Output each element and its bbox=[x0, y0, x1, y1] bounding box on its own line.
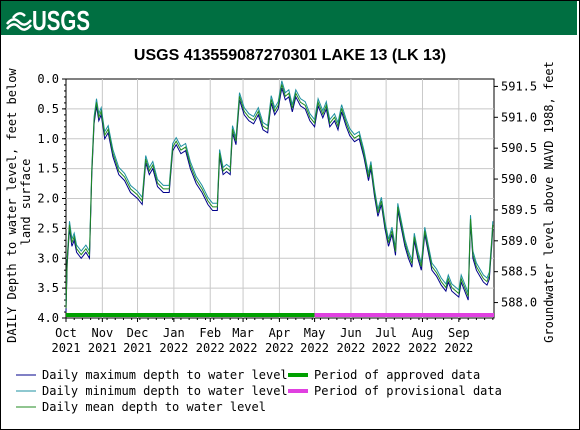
x-tick-label-month: Oct bbox=[55, 326, 77, 340]
y-right-tick-label: 589.0 bbox=[501, 234, 537, 248]
x-tick-label-month: Aug bbox=[412, 326, 434, 340]
x-tick-label-year: 2022 bbox=[300, 341, 329, 355]
x-tick-label-year: 2022 bbox=[408, 341, 437, 355]
x-tick-label-month: Dec bbox=[127, 326, 149, 340]
y-left-tick-label: 3.0 bbox=[37, 251, 59, 265]
usgs-logo bbox=[6, 12, 32, 31]
x-tick-label-month: Jan bbox=[163, 326, 185, 340]
x-tick-label-month: Apr bbox=[269, 326, 291, 340]
legend-label-1: Daily minimum depth to water level bbox=[42, 384, 288, 398]
x-tick-label-year: 2022 bbox=[336, 341, 365, 355]
y-left-tick-label: 0.0 bbox=[37, 72, 59, 86]
x-tick-label-year: 2022 bbox=[229, 341, 258, 355]
legend-label-0: Daily maximum depth to water level bbox=[42, 368, 288, 382]
y-right-tick-label: 591.0 bbox=[501, 110, 537, 124]
series-line-2 bbox=[65, 84, 494, 309]
y-axis-left-label: DAILY Depth to water level, feet below l… bbox=[5, 61, 33, 343]
x-tick-label-year: 2022 bbox=[265, 341, 294, 355]
chart-title: USGS 413559087270301 LAKE 13 (LK 13) bbox=[134, 47, 446, 64]
y-left-tick-label: 0.5 bbox=[37, 102, 59, 116]
legend-label-3: Period of approved data bbox=[314, 368, 480, 382]
x-tick-label-year: 2021 bbox=[88, 341, 117, 355]
legend-label-4: Period of provisional data bbox=[314, 384, 502, 398]
y-left-tick-label: 3.5 bbox=[37, 281, 59, 295]
y-right-tick-label: 589.5 bbox=[501, 203, 537, 217]
y-right-tick-label: 588.0 bbox=[501, 296, 537, 310]
y-right-tick-label: 588.5 bbox=[501, 265, 537, 279]
series-line-1 bbox=[65, 80, 494, 305]
x-tick-label-year: 2022 bbox=[444, 341, 473, 355]
x-tick-label-month: Nov bbox=[92, 326, 114, 340]
x-tick-label-month: Jun bbox=[340, 326, 362, 340]
y-left-tick-label: 2.5 bbox=[37, 221, 59, 235]
x-tick-label-year: 2021 bbox=[52, 341, 81, 355]
x-tick-label-year: 2021 bbox=[123, 341, 152, 355]
series-line-0 bbox=[65, 87, 494, 313]
legend-label-2: Daily mean depth to water level bbox=[42, 400, 266, 414]
logo-text: USGS bbox=[32, 5, 90, 36]
x-tick-label-month: Sep bbox=[448, 326, 470, 340]
x-tick-label-year: 2022 bbox=[159, 341, 188, 355]
y-axis-right-label: Groundwater level above NAVD 1988, feet bbox=[542, 61, 556, 343]
x-tick-label-year: 2022 bbox=[372, 341, 401, 355]
legend: Daily maximum depth to water level Daily … bbox=[16, 368, 502, 414]
y-axis-left-label-line1: DAILY Depth to water level, feet below bbox=[5, 68, 19, 343]
y-left-tick-label: 2.0 bbox=[37, 192, 59, 206]
x-tick-label-year: 2022 bbox=[196, 341, 225, 355]
plot-area: Oct2021Nov2021Dec2021Jan2022Feb2022Mar20… bbox=[37, 72, 537, 355]
x-tick-label-month: May bbox=[304, 326, 326, 340]
y-right-tick-label: 590.5 bbox=[501, 141, 537, 155]
x-tick-label-month: Feb bbox=[199, 326, 221, 340]
y-left-tick-label: 1.0 bbox=[37, 132, 59, 146]
usgs-banner bbox=[1, 1, 577, 35]
y-left-tick-label: 4.0 bbox=[37, 311, 59, 325]
y-right-tick-label: 591.5 bbox=[501, 79, 537, 93]
y-left-tick-label: 1.5 bbox=[37, 162, 59, 176]
x-tick-label-month: Mar bbox=[232, 326, 254, 340]
x-tick-label-month: Jul bbox=[375, 326, 397, 340]
y-right-tick-label: 590.0 bbox=[501, 172, 537, 186]
y-axis-left-label-line2: land surface bbox=[19, 159, 33, 246]
